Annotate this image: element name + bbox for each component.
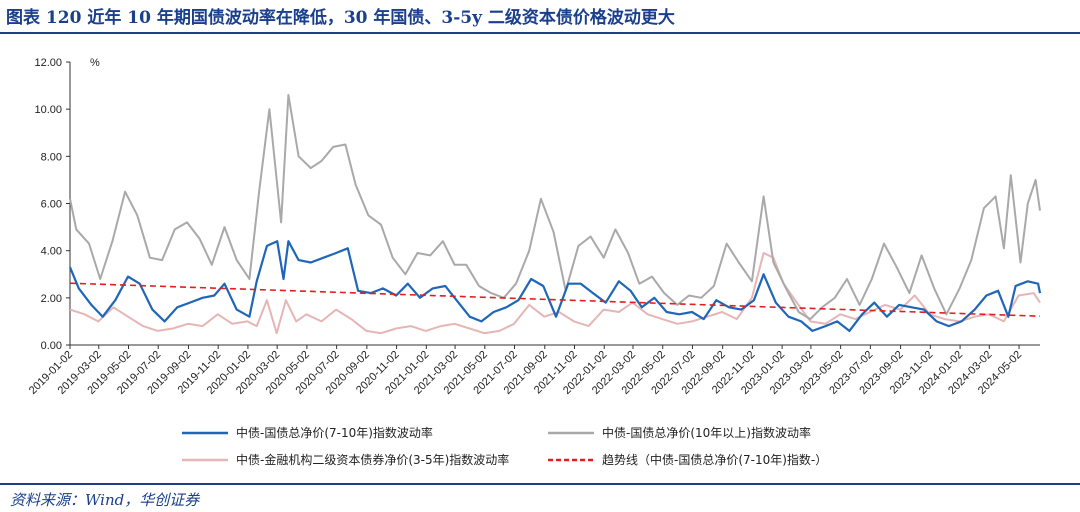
legend-label-0: 中债-国债总净价(7-10年)指数波动率 bbox=[236, 425, 433, 440]
title-bar: 图表 120 近年 10 年期国债波动率在降低，30 年国债、3-5y 二级资本… bbox=[0, 0, 1080, 30]
y-tick-label: 4.00 bbox=[41, 246, 62, 258]
y-tick-label: 10.00 bbox=[34, 104, 62, 116]
source-note: 资料来源：Wind，华创证券 bbox=[10, 491, 200, 509]
legend-label-3: 趋势线（中债-国债总净价(7-10年)指数-） bbox=[602, 452, 827, 467]
legend-label-2: 中债-金融机构二级资本债券净价(3-5年)指数波动率 bbox=[236, 452, 509, 467]
series-line-1 bbox=[69, 94, 1041, 321]
title-divider bbox=[0, 32, 1080, 34]
chart-legend: 中债-国债总净价(7-10年)指数波动率 中债-国债总净价(10年以上)指数波动率… bbox=[182, 425, 827, 467]
volatility-line-chart: 0.002.004.006.008.0010.0012.002019-01-02… bbox=[27, 57, 1042, 467]
page-title: 图表 120 近年 10 年期国债波动率在降低，30 年国债、3-5y 二级资本… bbox=[6, 8, 675, 28]
series-line-0 bbox=[68, 240, 1042, 332]
y-tick-label: 8.00 bbox=[41, 151, 62, 163]
y-tick-label: 6.00 bbox=[41, 199, 62, 211]
series-line-2 bbox=[69, 252, 1041, 335]
y-tick-label: 2.00 bbox=[41, 293, 62, 305]
y-axis-unit-label: % bbox=[90, 57, 100, 69]
y-tick-label: 0.00 bbox=[41, 340, 62, 352]
chart-series bbox=[68, 94, 1042, 335]
series-line-3 bbox=[69, 282, 1041, 317]
footer-divider bbox=[0, 483, 1080, 485]
y-tick-label: 12.00 bbox=[34, 57, 62, 69]
legend-label-1: 中债-国债总净价(10年以上)指数波动率 bbox=[602, 425, 811, 440]
